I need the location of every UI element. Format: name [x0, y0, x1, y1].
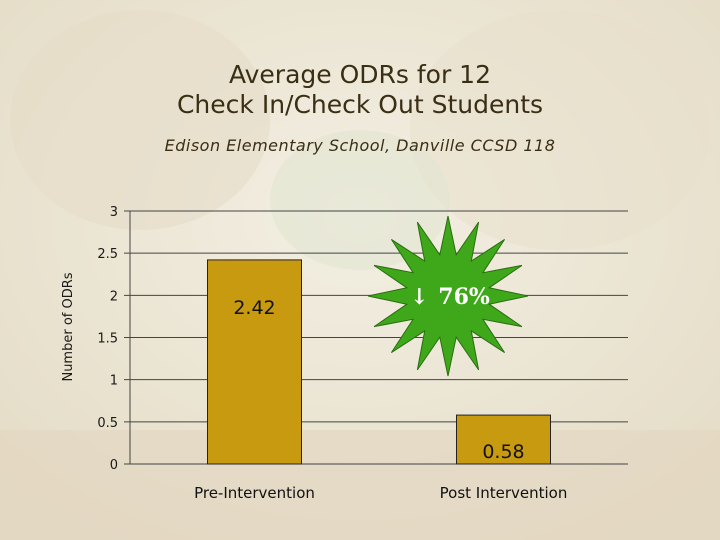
y-tick-labels: 0 0.5 1 1.5 2 2.5 3 [97, 205, 118, 473]
bar-value-label: 0.58 [482, 441, 524, 463]
y-tick-label: 3 [110, 205, 118, 220]
bar-2 [456, 414, 551, 465]
y-tick-label: 1.5 [97, 332, 118, 347]
y-tick-label: 0 [110, 458, 118, 473]
bar-1 [207, 259, 302, 465]
gridlines [124, 210, 628, 465]
chart-title-line-1: Average ODRs for 12 [228, 60, 491, 89]
chart-title-line-2: Check In/Check Out Students [176, 90, 544, 119]
percent-decrease-label: ↓ 76% [410, 284, 490, 310]
bars: 2.42 0.58 [207, 259, 551, 465]
y-axis-label: Number of ODRs [61, 272, 76, 381]
x-tick-label: Post Intervention [440, 484, 568, 502]
chart-subtitle: Edison Elementary School, Danville CCSD … [164, 136, 556, 155]
y-tick-label: 1 [110, 374, 118, 389]
down-arrow-icon: ↓ [410, 284, 428, 310]
y-tick-label: 2 [110, 289, 118, 304]
y-tick-label: 2.5 [97, 247, 118, 262]
bar-value-label: 2.42 [233, 297, 275, 319]
percent-value: 76% [438, 284, 490, 310]
percent-decrease-starburst: ↓ 76% [367, 215, 529, 377]
x-tick-labels: Pre-Intervention Post Intervention [194, 484, 567, 502]
starburst-icon [367, 215, 529, 377]
x-tick-label: Pre-Intervention [194, 484, 315, 502]
y-tick-label: 0.5 [97, 416, 118, 431]
